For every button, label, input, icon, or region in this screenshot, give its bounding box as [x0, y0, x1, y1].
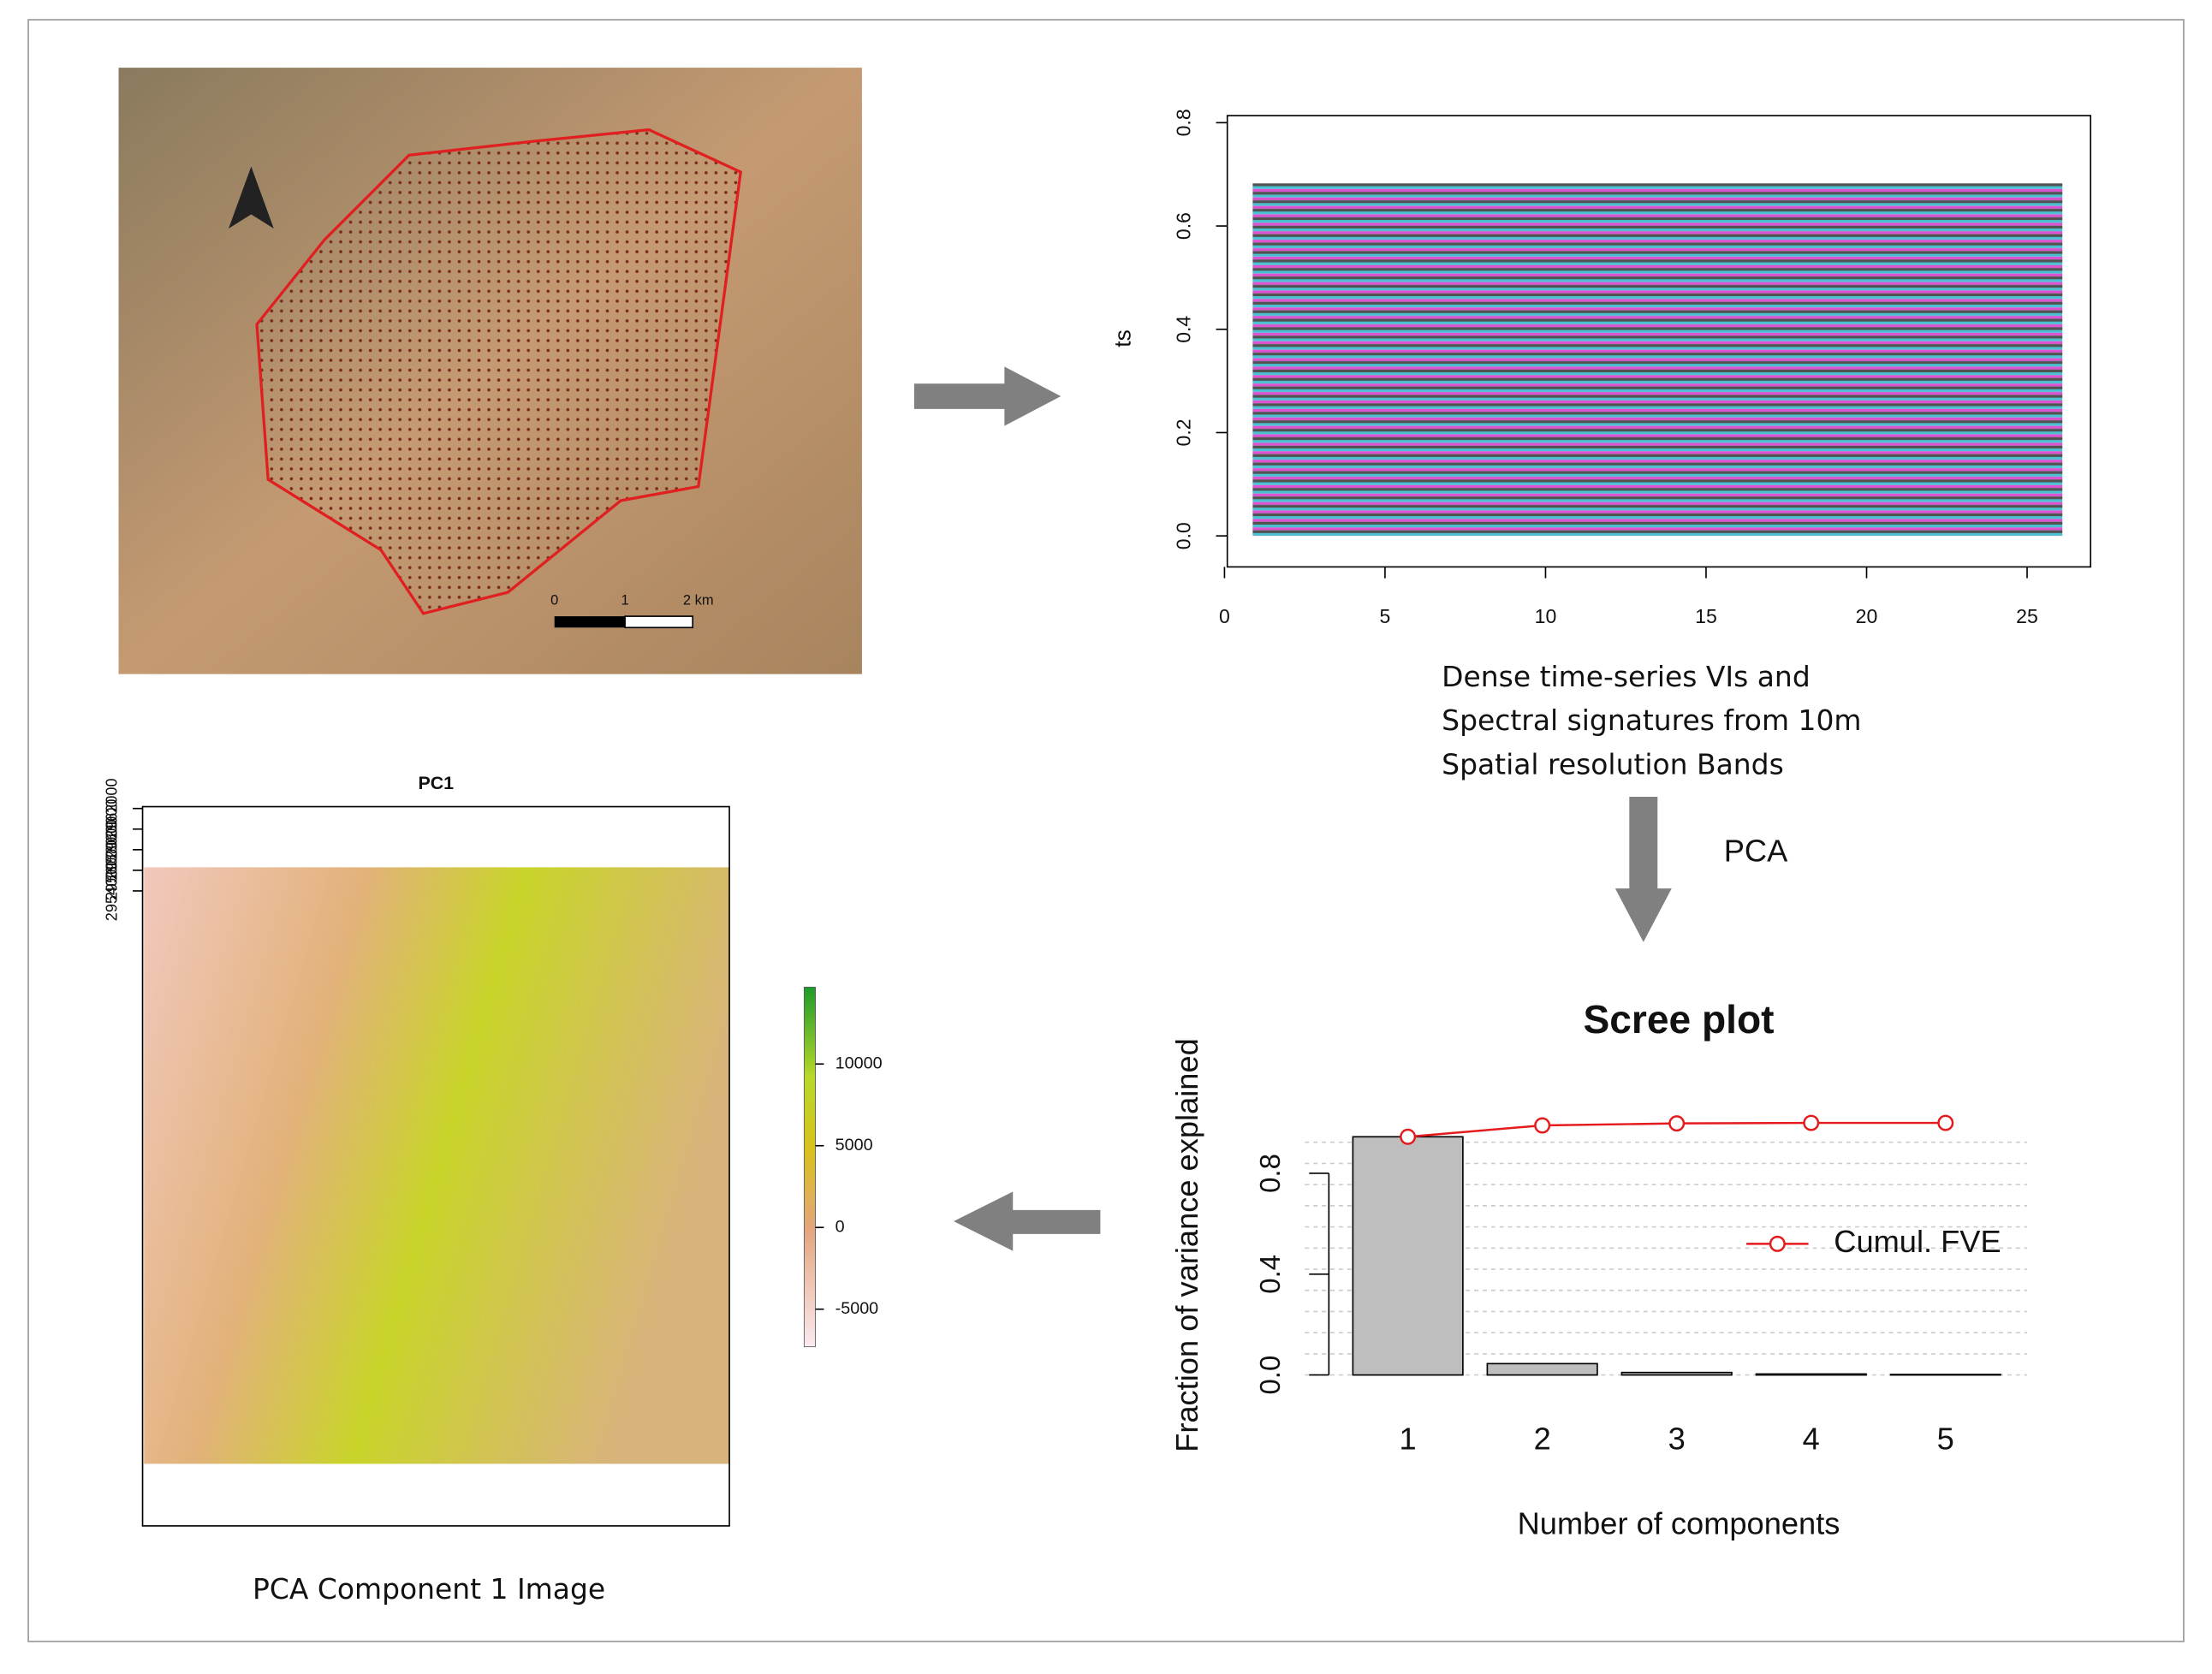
- x-tick-label: 1: [1400, 1422, 1417, 1457]
- point: [1937, 1114, 1954, 1131]
- scale-label: 2 km: [683, 592, 714, 608]
- scale-bar: [624, 615, 694, 629]
- plot-box: [141, 805, 730, 1527]
- y-tick-label: 0.4: [1172, 316, 1194, 343]
- caption: Spatial resolution Bands: [1442, 747, 1784, 781]
- x-tick-label: 5: [1380, 605, 1391, 627]
- chart-title: Scree plot: [1584, 997, 1775, 1042]
- legend-label: Cumul. FVE: [1834, 1224, 2001, 1259]
- x-tick-label: 15: [1695, 605, 1717, 627]
- x-axis-label: Number of components: [1518, 1506, 1840, 1541]
- scale-label: 0: [550, 592, 558, 608]
- y-tick-label: 0.0: [1254, 1356, 1286, 1395]
- colorbar-tick-label: 5000: [835, 1136, 873, 1155]
- pca-label: PCA: [1724, 833, 1788, 868]
- x-tick-label: 4: [1803, 1422, 1820, 1457]
- y-tick-label: 2962000: [104, 778, 121, 839]
- arrow: [913, 366, 1061, 426]
- scale-label: 1: [621, 592, 629, 608]
- y-tick-label: 0.0: [1172, 522, 1194, 549]
- x-tick-label: 2: [1534, 1422, 1551, 1457]
- arrow: [954, 1191, 1101, 1251]
- y-tick-label: 0.8: [1254, 1154, 1286, 1193]
- caption: Spectral signatures from 10m: [1442, 703, 1861, 737]
- y-tick-label: 0.4: [1254, 1255, 1286, 1294]
- y-tick-label: 0.2: [1172, 418, 1194, 446]
- plot-box: [1226, 115, 2091, 568]
- x-tick-label: 10: [1535, 605, 1557, 627]
- x-tick-label: 3: [1668, 1422, 1686, 1457]
- point: [1534, 1117, 1551, 1134]
- y-tick-label: 2960000: [104, 799, 121, 860]
- y-tick-label: 2958000: [104, 820, 121, 881]
- x-tick-label: 25: [2016, 605, 2038, 627]
- bar: [1889, 1374, 2001, 1376]
- point: [1400, 1128, 1417, 1145]
- y-axis-label: ts: [1109, 329, 1135, 347]
- point: [1803, 1114, 1820, 1131]
- bar: [1352, 1136, 1464, 1376]
- colorbar: [803, 987, 816, 1348]
- colorbar-tick-label: 0: [835, 1217, 845, 1236]
- colorbar-tick-label: -5000: [835, 1299, 879, 1318]
- y-axis-label: Fraction of variance explained: [1169, 1038, 1204, 1452]
- series-texture: [1252, 183, 2063, 537]
- caption: PCA Component 1 Image: [253, 1572, 605, 1606]
- bar: [1620, 1371, 1733, 1376]
- x-tick-label: 0: [1219, 605, 1230, 627]
- y-tick-label: 0.8: [1172, 109, 1194, 136]
- y-tick-label: 2956000: [104, 840, 121, 901]
- y-tick-label: 0.6: [1172, 212, 1194, 240]
- x-tick-label: 5: [1937, 1422, 1954, 1457]
- pc1-raster: [144, 867, 730, 1464]
- north-arrow: [229, 166, 274, 229]
- point: [1668, 1115, 1686, 1132]
- y-tick-label: 2954000: [104, 861, 121, 922]
- scale-bar: [554, 616, 626, 628]
- caption: Dense time-series VIs and: [1442, 660, 1811, 693]
- bar: [1486, 1362, 1598, 1376]
- colorbar-tick-label: 10000: [835, 1054, 883, 1072]
- legend-marker: [1769, 1235, 1786, 1252]
- arrow: [1614, 797, 1672, 942]
- x-tick-label: 20: [1856, 605, 1878, 627]
- chart-title: PC1: [418, 773, 454, 793]
- study-area: [255, 128, 743, 615]
